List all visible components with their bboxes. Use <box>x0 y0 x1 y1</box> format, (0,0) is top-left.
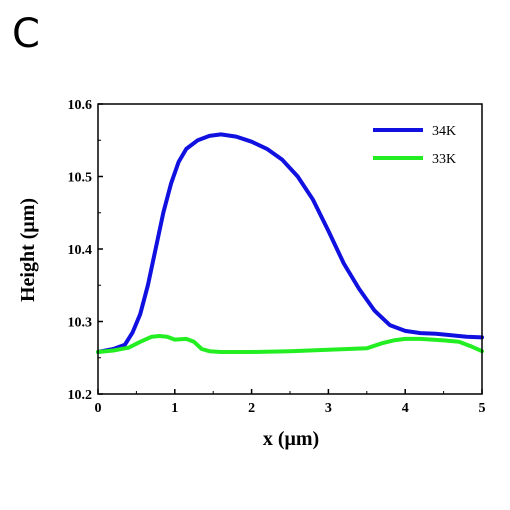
x-tick-label: 5 <box>479 401 486 416</box>
x-tick-label: 1 <box>171 401 178 416</box>
legend: 34K 33K <box>373 124 456 167</box>
x-tick-label: 2 <box>248 401 255 416</box>
y-tick-label: 10.2 <box>68 388 93 403</box>
series-line-33K <box>96 334 484 354</box>
y-tick-label: 10.4 <box>68 243 93 258</box>
legend-label-33K: 33K <box>432 152 456 167</box>
panel-label: C <box>12 11 40 57</box>
plot-area <box>96 132 484 354</box>
y-tick-label: 10.5 <box>68 171 93 186</box>
y-tick-label: 10.6 <box>68 98 93 113</box>
y-axis-title: Height (μm) <box>17 198 39 302</box>
x-tick-label: 0 <box>95 401 102 416</box>
legend-label-34K: 34K <box>432 124 456 139</box>
x-tick-label: 3 <box>325 401 332 416</box>
axes: 0 1 2 3 4 5 10.2 10.3 10.4 10.5 10.6 <box>68 98 486 416</box>
x-tick-label: 4 <box>402 401 409 416</box>
y-tick-label: 10.3 <box>68 316 93 331</box>
x-axis-title: x (μm) <box>263 428 319 450</box>
series-line-34K <box>96 132 484 354</box>
